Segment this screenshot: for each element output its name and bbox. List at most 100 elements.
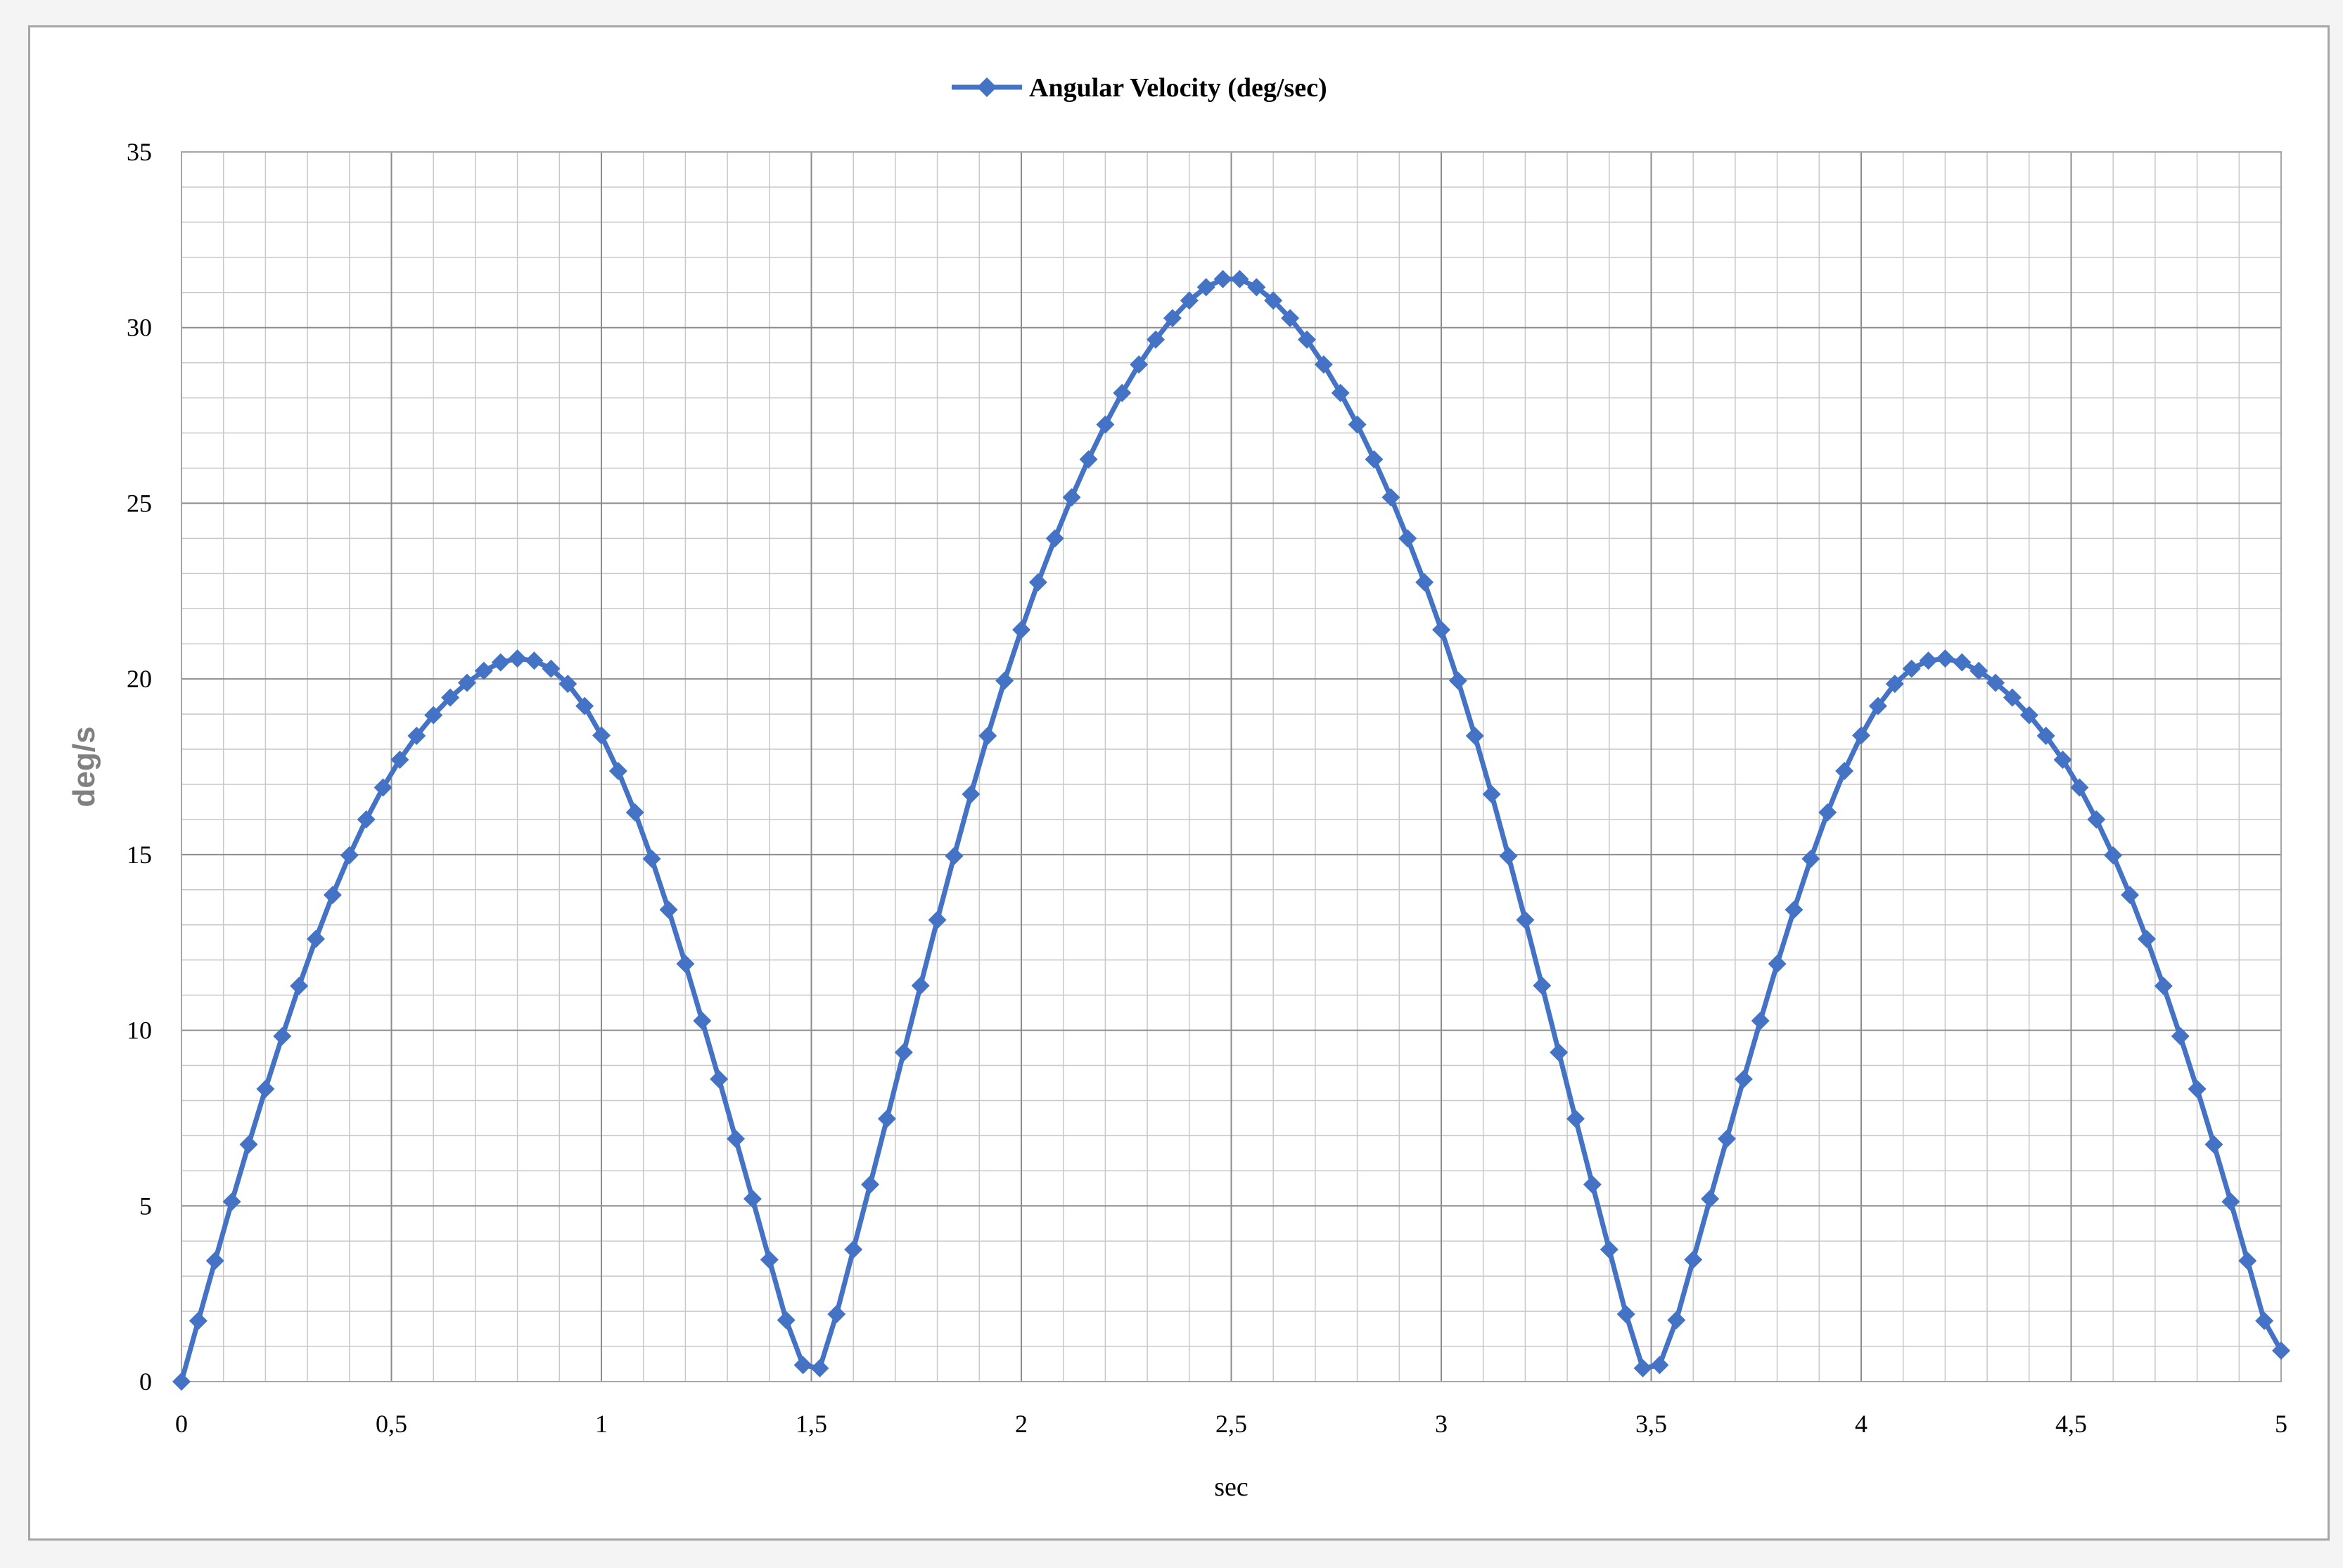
x-tick-label: 3,5	[1635, 1410, 1667, 1438]
data-point	[2272, 1341, 2290, 1360]
data-point	[1969, 661, 1988, 680]
data-point	[1533, 976, 1552, 995]
y-tick-label: 5	[139, 1192, 152, 1220]
data-point	[205, 1251, 224, 1270]
data-point	[2003, 688, 2022, 707]
data-point	[457, 673, 476, 692]
data-point	[2019, 706, 2038, 725]
series-layer	[172, 269, 2290, 1391]
data-point	[777, 1311, 796, 1330]
data-point	[1465, 727, 1484, 746]
x-tick-label: 1,5	[796, 1410, 827, 1438]
data-point	[1163, 309, 1182, 328]
data-point	[1297, 330, 1316, 349]
data-point	[1230, 269, 1249, 288]
data-point	[1381, 487, 1400, 506]
x-tick-label: 3	[1435, 1410, 1448, 1438]
data-point	[2053, 751, 2072, 770]
chart-frame	[28, 25, 2330, 1541]
data-point	[2104, 846, 2123, 865]
data-point	[1432, 620, 1450, 639]
data-point	[1953, 653, 1972, 672]
data-point	[1885, 675, 1904, 694]
data-point	[710, 1069, 729, 1088]
data-point	[1986, 673, 2005, 692]
data-point	[2204, 1135, 2223, 1154]
data-point	[1818, 803, 1837, 822]
data-point	[625, 803, 644, 822]
data-point	[945, 846, 964, 865]
data-point	[1801, 849, 1820, 868]
data-point	[760, 1250, 779, 1269]
data-point	[642, 849, 661, 868]
data-point	[1147, 330, 1166, 349]
data-point	[1012, 620, 1030, 639]
data-point	[542, 659, 561, 678]
x-tick-label: 0,5	[376, 1410, 407, 1438]
plot-area-border	[181, 151, 2282, 1382]
data-point	[2238, 1251, 2257, 1270]
data-point	[810, 1359, 829, 1378]
data-point	[525, 651, 544, 670]
y-axis-label: deg/s	[67, 727, 101, 808]
y-axis-tick-labels: 0 5 10 15 20 25 30 35	[127, 138, 152, 1396]
data-point	[1516, 910, 1535, 929]
data-point	[2255, 1311, 2274, 1330]
data-point	[575, 696, 594, 715]
data-point	[827, 1305, 846, 1324]
data-point	[1196, 278, 1215, 297]
data-point	[978, 727, 997, 746]
data-point	[1868, 696, 1887, 715]
data-point	[1852, 726, 1870, 745]
data-point	[340, 846, 359, 865]
data-point	[1130, 355, 1149, 374]
x-tick-label: 4,5	[2055, 1410, 2087, 1438]
data-point	[793, 1356, 812, 1375]
data-point	[1936, 649, 1955, 668]
data-point	[1180, 291, 1199, 310]
data-point	[374, 778, 392, 797]
data-point	[1348, 415, 1367, 434]
data-point	[441, 688, 460, 707]
x-tick-label: 1	[595, 1410, 608, 1438]
data-point	[1448, 671, 1467, 690]
data-point	[1213, 269, 1232, 288]
data-point	[1616, 1305, 1635, 1324]
data-point	[1785, 900, 1803, 919]
data-point	[307, 929, 326, 948]
data-point	[608, 761, 627, 780]
x-tick-label: 2	[1015, 1410, 1028, 1438]
data-point	[2154, 976, 2173, 995]
data-point	[290, 976, 309, 995]
data-point	[1045, 529, 1064, 548]
data-point	[727, 1129, 746, 1148]
data-point	[894, 1043, 913, 1062]
data-point	[861, 1175, 880, 1194]
data-point	[659, 900, 678, 919]
data-point	[1113, 383, 1132, 402]
data-point	[1566, 1109, 1585, 1128]
data-point	[172, 1372, 191, 1391]
legend: Angular Velocity (deg/sec)	[952, 73, 1327, 103]
data-point	[2221, 1192, 2240, 1211]
data-point	[676, 955, 695, 974]
data-point	[222, 1192, 241, 1211]
data-point	[1264, 291, 1283, 310]
data-point	[1919, 651, 1938, 670]
data-point	[1768, 955, 1787, 974]
data-point	[273, 1027, 292, 1046]
y-tick-label: 0	[139, 1368, 152, 1396]
data-point	[1096, 415, 1115, 434]
data-point	[357, 810, 376, 829]
data-point	[2188, 1079, 2207, 1098]
y-tick-label: 25	[127, 489, 152, 517]
data-point	[2087, 810, 2106, 829]
data-point	[2036, 727, 2055, 746]
data-point	[1734, 1069, 1753, 1088]
data-point	[1667, 1311, 1686, 1330]
data-point	[1701, 1190, 1720, 1209]
data-point	[1633, 1359, 1652, 1378]
data-point	[2121, 886, 2140, 905]
data-point	[962, 784, 981, 803]
